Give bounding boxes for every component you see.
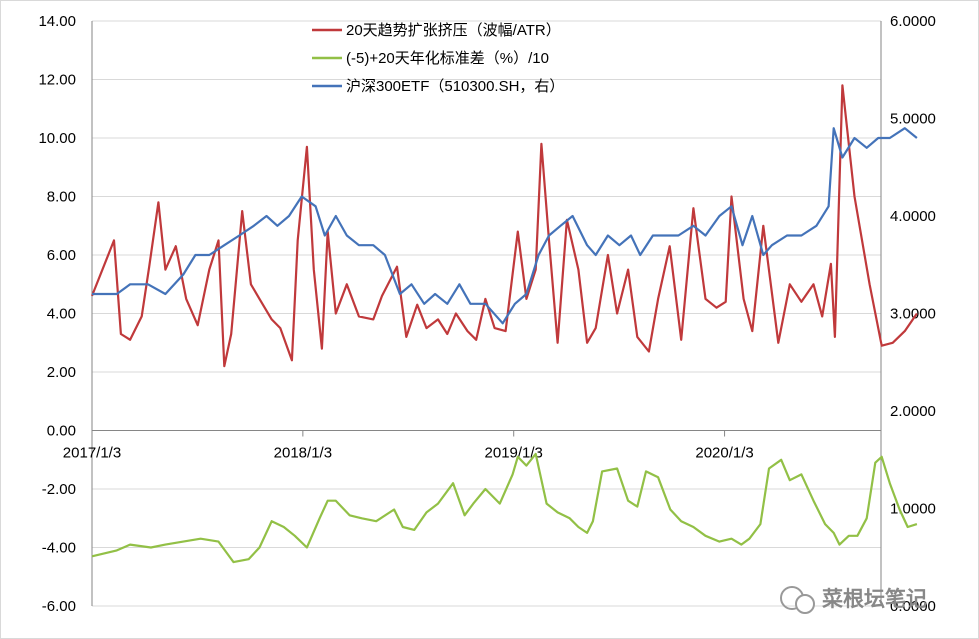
watermark-text: 菜根坛笔记 [821, 587, 927, 611]
y-left-tick-label: 10.00 [38, 130, 76, 147]
y-left-tick-label: 6.00 [47, 247, 76, 264]
legend-label-1: 20天趋势扩张挤压（波幅/ATR） [346, 22, 561, 39]
x-tick-label: 2018/1/3 [274, 445, 332, 462]
x-tick-label: 2017/1/3 [63, 445, 121, 462]
series-line-1 [90, 84, 918, 368]
series-line-2 [91, 452, 918, 564]
y-left-tick-label: 2.00 [47, 364, 76, 381]
y-right-tick-label: 2.0000 [890, 403, 936, 420]
y-left-tick-label: -4.00 [42, 540, 76, 557]
legend: 20天趋势扩张挤压（波幅/ATR） (-5)+20天年化标准差（%）/10 沪深30… [312, 22, 564, 95]
x-tick-label: 2020/1/3 [695, 445, 753, 462]
y-right-tick-label: 5.0000 [890, 111, 936, 128]
y-right-tick-label: 0.0000 [890, 598, 936, 615]
legend-label-3: 沪深300ETF（510300.SH，右） [346, 78, 564, 95]
legend-label-2: (-5)+20天年化标准差（%）/10 [346, 50, 549, 67]
y-left-tick-label: 14.00 [38, 13, 76, 30]
x-tick-label: 2019/1/3 [485, 445, 543, 462]
watermark: 菜根坛笔记 [780, 586, 927, 614]
y-left-tick-label: -2.00 [42, 481, 76, 498]
y-left-tick-label: 12.00 [38, 72, 76, 89]
y-left-tick-label: -6.00 [42, 598, 76, 615]
wechat-icon-bubble [795, 594, 815, 614]
y-left-tick-label: 0.00 [47, 423, 76, 440]
y-left-tick-label: 8.00 [47, 189, 76, 206]
series-group [90, 84, 918, 564]
series-line-3 [92, 127, 918, 325]
y-right-tick-label: 6.0000 [890, 13, 936, 30]
y-right-tick-label: 3.0000 [890, 306, 936, 323]
y-right-tick-label: 4.0000 [890, 208, 936, 225]
y-left-tick-label: 4.00 [47, 306, 76, 323]
